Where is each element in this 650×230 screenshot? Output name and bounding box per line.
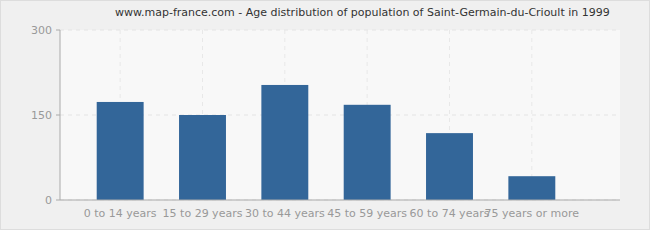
category-label: 30 to 44 years [245,207,325,220]
bars [97,85,556,200]
tick-mark [56,200,60,201]
category-label: 15 to 29 years [163,207,243,220]
bar [508,176,555,200]
grid-line [60,115,620,116]
tick-label: 0 [45,194,52,207]
tick-mark [56,30,60,31]
bar [97,102,144,200]
grid-line [60,200,620,201]
x-axis [60,200,620,201]
grid-line-vertical [531,30,532,200]
tick-mark [56,115,60,116]
plot-area [60,30,620,200]
title: www.map-france.com - Age distribution of… [115,6,610,19]
bar [344,105,391,200]
y-axis [60,30,61,200]
grid-line [60,30,620,31]
category-label: 45 to 59 years [327,207,407,220]
bar [426,133,473,200]
background [1,1,650,230]
bar [179,115,226,200]
tick-label: 300 [31,24,52,37]
category-label: 0 to 14 years [84,207,157,220]
tick-label: 150 [31,109,52,122]
category-label: 60 to 74 years [410,207,490,220]
bar [261,85,308,200]
category-label: 75 years or more [485,207,580,220]
chart: www.map-france.com - Age distribution of… [0,0,650,230]
